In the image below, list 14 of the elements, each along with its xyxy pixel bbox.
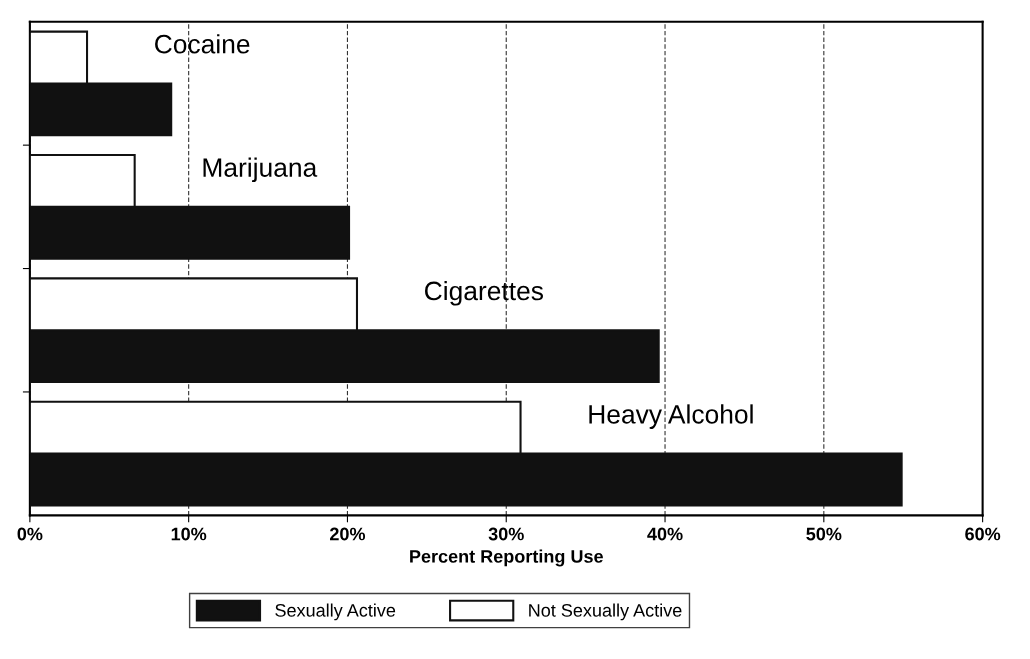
x-axis-title: Percent Reporting Use xyxy=(410,549,603,567)
y-tick-label: Cocaine xyxy=(155,34,250,54)
legend-label: Not Sexually Active xyxy=(529,603,682,621)
x-tick-label: 40% xyxy=(647,527,683,541)
x-tick-label: 10% xyxy=(171,527,207,541)
legend-label: Sexually Active xyxy=(275,603,396,621)
y-tick-label: Marijuana xyxy=(203,157,318,183)
x-tick-label: 60% xyxy=(965,527,1001,541)
y-tick-label: Heavy Alcohol xyxy=(589,404,753,429)
x-tick-label: 20% xyxy=(330,527,366,541)
x-tick-label: 50% xyxy=(806,527,842,541)
y-tick-label: Cigarettes xyxy=(425,280,543,306)
x-tick-label: 30% xyxy=(488,527,524,541)
x-tick-label: 0% xyxy=(17,527,43,541)
